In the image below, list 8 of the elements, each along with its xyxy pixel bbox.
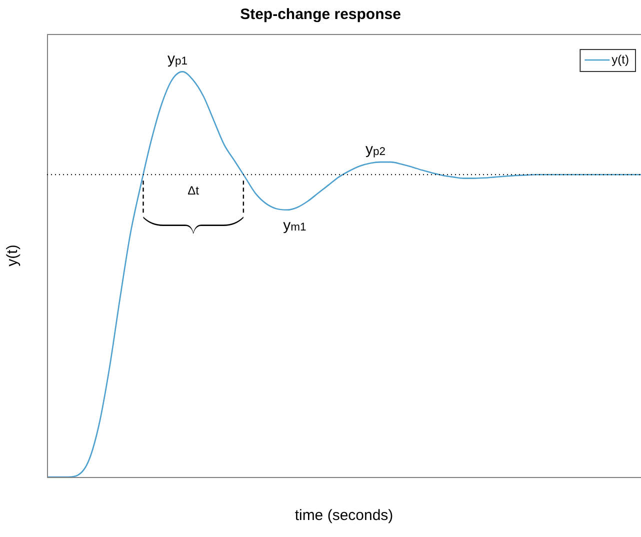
annotation: ym1: [283, 216, 306, 234]
chart-title: Step-change response: [240, 6, 401, 24]
annotation: Δt: [188, 184, 200, 198]
y-axis-title: y(t): [4, 244, 22, 266]
annotation: yp2: [365, 141, 386, 158]
x-axis-title: time (seconds): [294, 507, 394, 524]
annotation: yp1: [167, 50, 188, 68]
legend-label: y(t): [612, 52, 630, 66]
